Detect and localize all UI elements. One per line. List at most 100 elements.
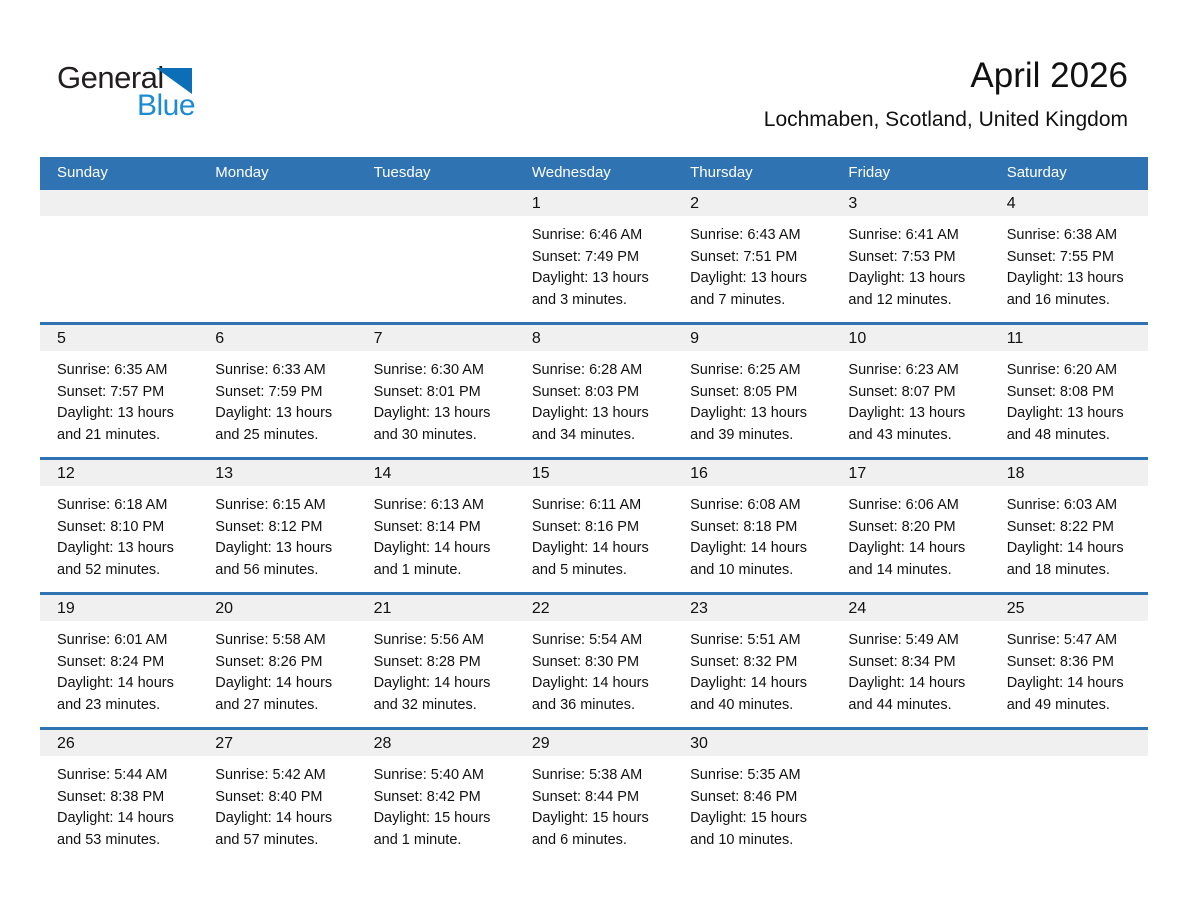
sunset-line: Sunset: 8:36 PM — [1006, 653, 1114, 670]
week-row-5: 26 Sunrise: 5:44 AM Sunset: 8:38 PM Dayligh… — [40, 727, 1148, 862]
sunrise-line: Sunrise: 6:11 AM — [531, 497, 642, 513]
day-details: Sunrise: 6:41 AM Sunset: 7:53 PM Daylight:… — [848, 225, 984, 312]
day-details: Sunrise: 6:20 AM Sunset: 8:08 PM Daylight:… — [1007, 360, 1143, 447]
daylight-line: Daylight: 14 hours and 53 minutes. — [57, 810, 174, 849]
logo-text-blue: Blue — [137, 89, 196, 122]
sunset-line: Sunset: 8:14 PM — [373, 518, 481, 535]
sunrise-line: Sunrise: 6:01 AM — [57, 632, 168, 648]
day-number: 28 — [373, 735, 392, 752]
day-cell-15: 15 Sunrise: 6:11 AM Sunset: 8:16 PM Dayligh… — [515, 460, 673, 592]
sunrise-line: Sunrise: 5:40 AM — [373, 767, 484, 783]
day-number: 20 — [215, 600, 234, 617]
daylight-line: Daylight: 13 hours and 56 minutes. — [215, 540, 333, 579]
sunrise-line: Sunrise: 6:08 AM — [690, 497, 801, 513]
sunrise-line: Sunrise: 6:13 AM — [373, 497, 484, 513]
day-details: Sunrise: 5:40 AM Sunset: 8:42 PM Daylight:… — [374, 765, 510, 852]
daylight-line: Daylight: 13 hours and 12 minutes. — [848, 270, 966, 309]
daylight-line: Daylight: 14 hours and 14 minutes. — [848, 540, 966, 579]
day-cell-7: 7 Sunrise: 6:30 AM Sunset: 8:01 PM Daylight… — [357, 325, 515, 457]
day-number: 19 — [57, 600, 75, 617]
day-number: 9 — [690, 330, 700, 347]
day-cell-27: 27 Sunrise: 5:42 AM Sunset: 8:40 PM Dayligh… — [198, 730, 356, 862]
daylight-line: Daylight: 13 hours and 48 minutes. — [1006, 405, 1124, 444]
day-details: Sunrise: 6:13 AM Sunset: 8:14 PM Daylight:… — [374, 495, 510, 582]
daylight-line: Daylight: 14 hours and 57 minutes. — [215, 810, 333, 849]
daylight-line: Daylight: 13 hours and 30 minutes. — [373, 405, 491, 444]
day-cell-29: 29 Sunrise: 5:38 AM Sunset: 8:44 PM Dayligh… — [515, 730, 673, 862]
sunrise-line: Sunrise: 6:15 AM — [215, 497, 326, 513]
day-number: 10 — [848, 330, 867, 347]
day-details: Sunrise: 5:47 AM Sunset: 8:36 PM Daylight:… — [1007, 630, 1143, 717]
sunset-line: Sunset: 7:55 PM — [1006, 248, 1114, 265]
day-number: 30 — [690, 735, 708, 752]
sunset-line: Sunset: 8:07 PM — [848, 383, 956, 400]
daylight-line: Daylight: 13 hours and 25 minutes. — [215, 405, 333, 444]
page-title: April 2026 — [970, 56, 1128, 95]
day-details: Sunrise: 6:18 AM Sunset: 8:10 PM Daylight:… — [57, 495, 193, 582]
day-number: 6 — [215, 330, 225, 347]
day-cell-1: 1 Sunrise: 6:46 AM Sunset: 7:49 PM Daylight… — [515, 190, 673, 322]
sunset-line: Sunset: 8:38 PM — [57, 788, 165, 805]
day-details: Sunrise: 6:38 AM Sunset: 7:55 PM Daylight:… — [1007, 225, 1143, 312]
day-details: Sunrise: 6:35 AM Sunset: 7:57 PM Daylight:… — [57, 360, 193, 447]
calendar-grid: 1 Sunrise: 6:46 AM Sunset: 7:49 PM Daylight… — [40, 187, 1148, 862]
sunset-line: Sunset: 8:30 PM — [531, 653, 640, 670]
sunset-line: Sunset: 7:57 PM — [57, 383, 165, 400]
day-number: 8 — [531, 330, 541, 347]
day-number: 4 — [1006, 195, 1016, 212]
day-number: 26 — [57, 735, 75, 752]
sunrise-line: Sunrise: 6:46 AM — [531, 227, 643, 243]
sunrise-line: Sunrise: 5:38 AM — [531, 767, 643, 783]
day-number: 29 — [531, 735, 550, 752]
sunset-line: Sunset: 8:40 PM — [215, 788, 323, 805]
daylight-line: Daylight: 13 hours and 21 minutes. — [57, 405, 174, 444]
day-number: 27 — [215, 735, 234, 752]
day-header-row: Sunday Monday Tuesday Wednesday Thursday Frid… — [40, 157, 1148, 187]
day-details: Sunrise: 5:42 AM Sunset: 8:40 PM Daylight:… — [215, 765, 351, 852]
daylight-line: Daylight: 13 hours and 7 minutes. — [690, 270, 808, 309]
sunset-line: Sunset: 8:32 PM — [690, 653, 798, 670]
sunset-line: Sunset: 8:20 PM — [848, 518, 956, 535]
empty-cell — [357, 190, 515, 322]
day-details: Sunrise: 6:06 AM Sunset: 8:20 PM Daylight:… — [848, 495, 984, 582]
sunset-line: Sunset: 8:12 PM — [215, 518, 323, 535]
sunset-line: Sunset: 7:51 PM — [690, 248, 798, 265]
day-number: 15 — [531, 465, 550, 482]
day-cell-6: 6 Sunrise: 6:33 AM Sunset: 7:59 PM Daylight… — [198, 325, 356, 457]
sunrise-line: Sunrise: 6:23 AM — [848, 362, 959, 378]
sunrise-line: Sunrise: 6:20 AM — [1006, 362, 1118, 378]
day-cell-9: 9 Sunrise: 6:25 AM Sunset: 8:05 PM Daylight… — [673, 325, 831, 457]
sunset-line: Sunset: 8:42 PM — [373, 788, 481, 805]
day-details: Sunrise: 5:44 AM Sunset: 8:38 PM Daylight:… — [57, 765, 193, 852]
day-cell-26: 26 Sunrise: 5:44 AM Sunset: 8:38 PM Dayligh… — [40, 730, 198, 862]
day-cell-8: 8 Sunrise: 6:28 AM Sunset: 8:03 PM Daylight… — [515, 325, 673, 457]
day-details: Sunrise: 5:35 AM Sunset: 8:46 PM Daylight:… — [690, 765, 826, 852]
daylight-line: Daylight: 14 hours and 49 minutes. — [1006, 675, 1124, 714]
sunrise-line: Sunrise: 6:25 AM — [690, 362, 801, 378]
day-cell-22: 22 Sunrise: 5:54 AM Sunset: 8:30 PM Dayligh… — [515, 595, 673, 727]
sunset-line: Sunset: 8:10 PM — [57, 518, 165, 535]
sunrise-line: Sunrise: 5:44 AM — [57, 767, 168, 783]
sunset-line: Sunset: 8:44 PM — [531, 788, 640, 805]
week-row-2: 5 Sunrise: 6:35 AM Sunset: 7:57 PM Daylight… — [40, 322, 1148, 457]
daylight-line: Daylight: 13 hours and 3 minutes. — [531, 270, 649, 309]
sunrise-line: Sunrise: 6:30 AM — [373, 362, 484, 378]
daylight-line: Daylight: 13 hours and 52 minutes. — [57, 540, 174, 579]
day-number: 16 — [690, 465, 708, 482]
day-cell-30: 30 Sunrise: 5:35 AM Sunset: 8:46 PM Dayligh… — [673, 730, 831, 862]
day-cell-23: 23 Sunrise: 5:51 AM Sunset: 8:32 PM Dayligh… — [673, 595, 831, 727]
week-row-4: 19 Sunrise: 6:01 AM Sunset: 8:24 PM Dayligh… — [40, 592, 1148, 727]
sunset-line: Sunset: 7:53 PM — [848, 248, 956, 265]
day-details: Sunrise: 6:23 AM Sunset: 8:07 PM Daylight:… — [848, 360, 984, 447]
sunset-line: Sunset: 8:16 PM — [531, 518, 640, 535]
day-number: 11 — [1006, 330, 1024, 347]
sunrise-line: Sunrise: 5:49 AM — [848, 632, 959, 648]
sunset-line: Sunset: 8:08 PM — [1006, 383, 1114, 400]
sunset-line: Sunset: 8:26 PM — [215, 653, 323, 670]
daylight-line: Daylight: 13 hours and 16 minutes. — [1006, 270, 1124, 309]
sunset-line: Sunset: 8:05 PM — [690, 383, 798, 400]
day-cell-11: 11 Sunrise: 6:20 AM Sunset: 8:08 PM Dayligh… — [990, 325, 1148, 457]
day-details: Sunrise: 6:30 AM Sunset: 8:01 PM Daylight:… — [374, 360, 510, 447]
sunrise-line: Sunrise: 6:18 AM — [57, 497, 168, 513]
